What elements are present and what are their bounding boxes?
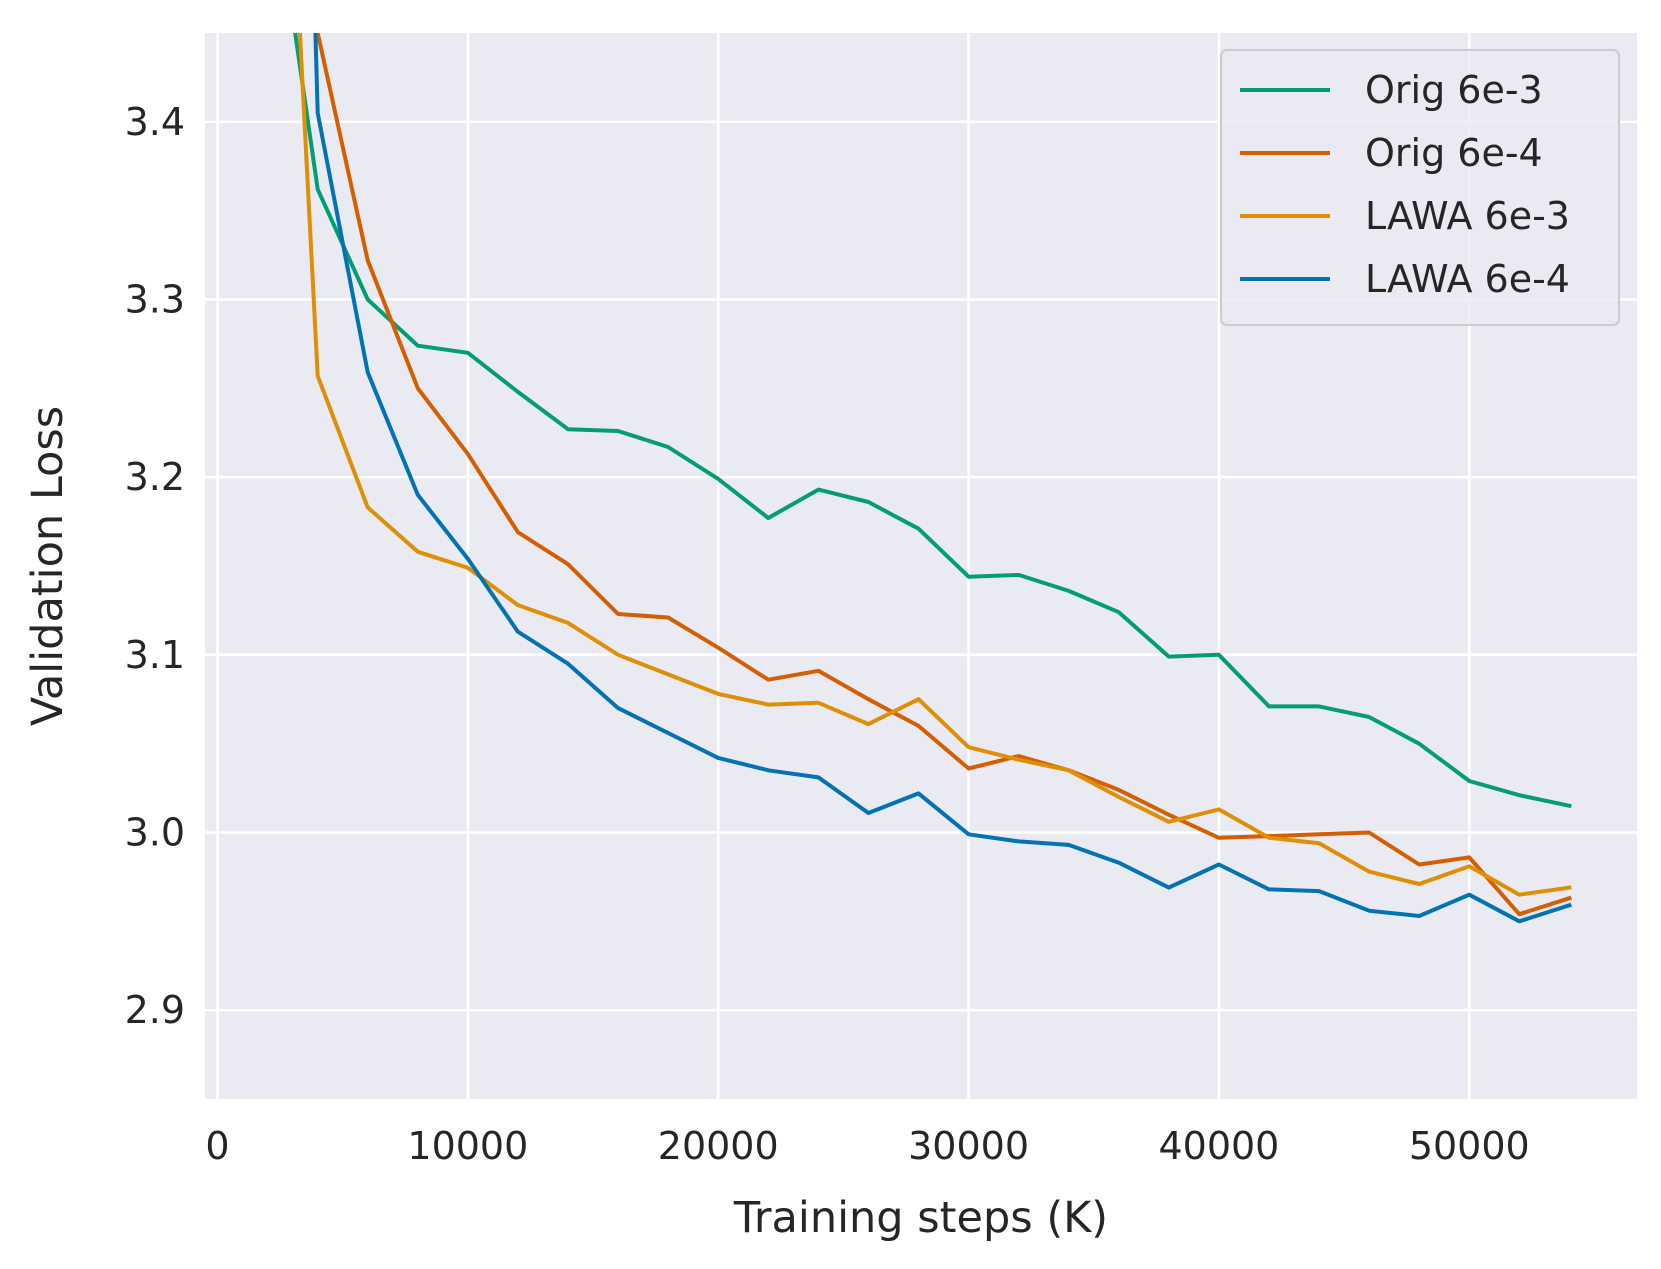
x-tick-label: 10000: [407, 1124, 528, 1168]
legend: Orig 6e-3 Orig 6e-4 LAWA 6e-3 LAWA 6e-4: [1220, 49, 1620, 326]
x-tick-label: 40000: [1158, 1124, 1279, 1168]
x-tick-label: 0: [205, 1124, 229, 1168]
y-axis-label: Validation Loss: [23, 406, 73, 726]
y-tick-label: 3.1: [125, 633, 185, 677]
legend-label-orig-6e-4: Orig 6e-4: [1365, 131, 1543, 175]
series-line-lawa-6e-4: [313, 33, 1572, 924]
series-line-orig-6e-3: [293, 33, 1572, 809]
y-tick-label: 3.0: [125, 811, 185, 855]
x-axis-label: Training steps (K): [733, 1193, 1108, 1243]
x-tick-label: 50000: [1409, 1124, 1530, 1168]
tick-labels: 0 10000 20000 30000 40000 50000 2.9 3.0 3.1 3.2 3.…: [125, 100, 1530, 1168]
x-tick-label: 30000: [908, 1124, 1029, 1168]
legend-label-orig-6e-3: Orig 6e-3: [1365, 68, 1543, 112]
y-tick-label: 3.3: [125, 278, 185, 322]
x-tick-label: 20000: [658, 1124, 779, 1168]
legend-label-lawa-6e-4: LAWA 6e-4: [1365, 257, 1570, 301]
y-tick-label: 3.4: [125, 100, 185, 144]
series-lines: [293, 33, 1572, 924]
legend-box: [1220, 49, 1620, 326]
y-tick-label: 2.9: [125, 988, 185, 1032]
y-tick-label: 3.2: [125, 455, 185, 499]
legend-label-lawa-6e-3: LAWA 6e-3: [1365, 194, 1570, 238]
series-line-orig-6e-4: [315, 33, 1572, 917]
